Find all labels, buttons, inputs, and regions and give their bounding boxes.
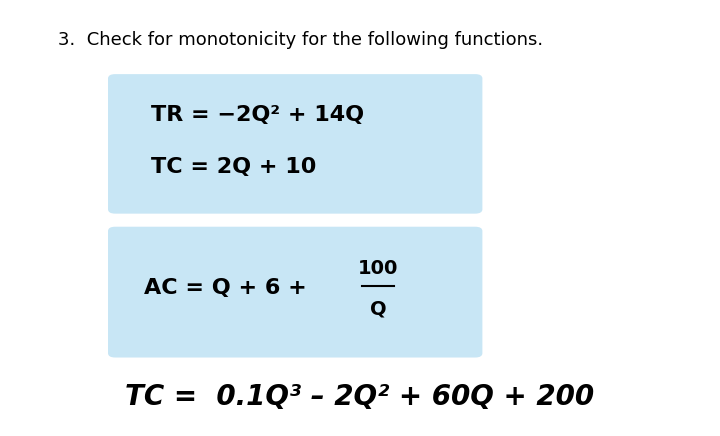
FancyBboxPatch shape xyxy=(108,74,482,214)
Text: AC = Q + 6 +: AC = Q + 6 + xyxy=(144,278,315,298)
Text: Q: Q xyxy=(369,299,387,318)
Text: TC =  0.1Q³ – 2Q² + 60Q + 200: TC = 0.1Q³ – 2Q² + 60Q + 200 xyxy=(125,383,595,411)
Text: TR = −2Q² + 14Q: TR = −2Q² + 14Q xyxy=(151,105,364,125)
FancyBboxPatch shape xyxy=(108,227,482,358)
Text: 3.  Check for monotonicity for the following functions.: 3. Check for monotonicity for the follow… xyxy=(58,31,543,48)
Text: TC = 2Q + 10: TC = 2Q + 10 xyxy=(151,157,317,177)
Text: 100: 100 xyxy=(358,259,398,278)
